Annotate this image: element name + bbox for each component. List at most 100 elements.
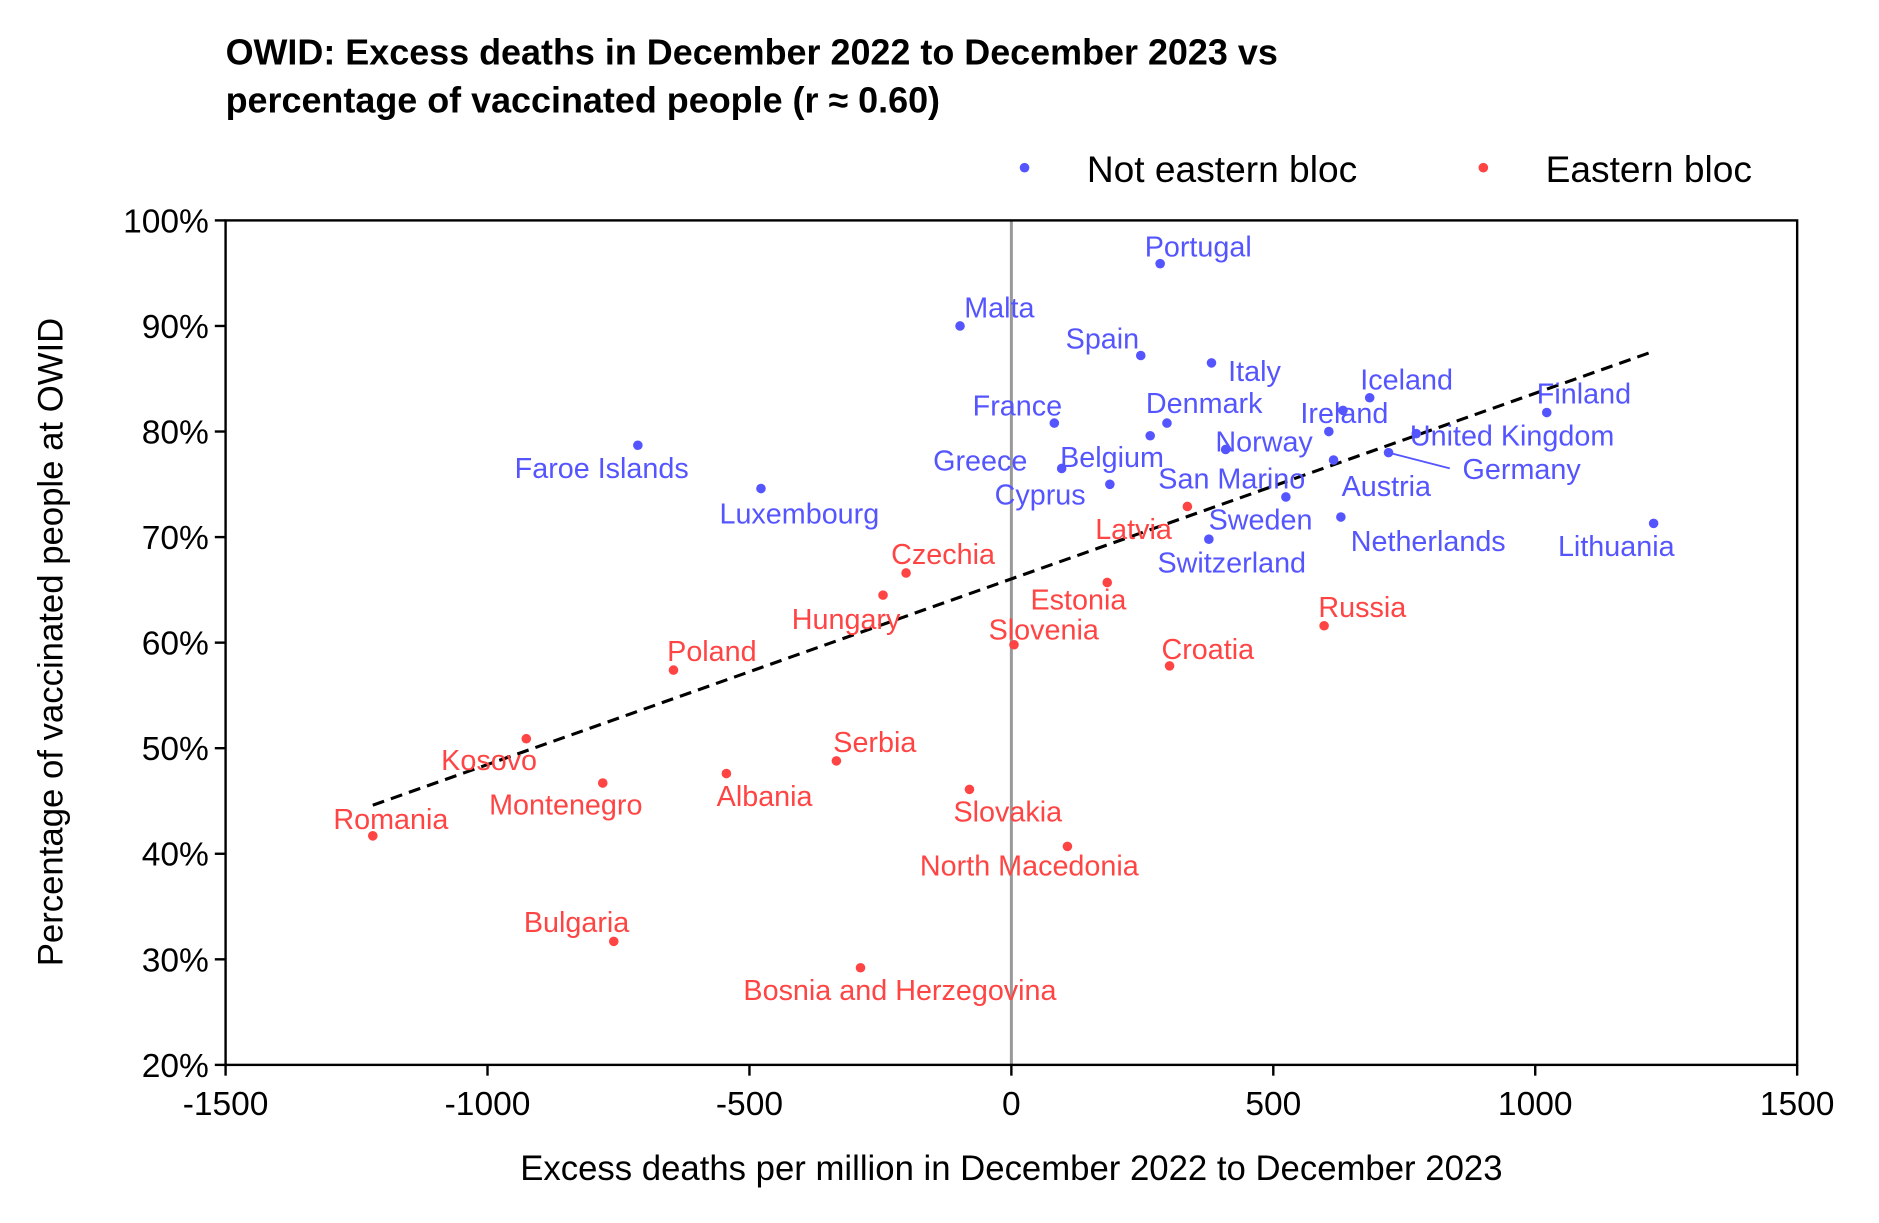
x-tick-label: -500 <box>716 1086 783 1123</box>
point-label-kosovo: Kosovo <box>441 745 537 777</box>
point-ireland <box>1338 405 1348 416</box>
point-italy <box>1206 358 1217 368</box>
point-label-cyprus: Cyprus <box>995 479 1086 511</box>
point-portugal <box>1155 258 1165 269</box>
point-label-bosnia-and-herzegovina: Bosnia and Herzegovina <box>743 975 1056 1007</box>
point-hungary <box>878 590 888 600</box>
point-czechia <box>901 568 911 578</box>
point-russia <box>1319 620 1329 631</box>
point-north-macedonia <box>1062 841 1073 852</box>
point-label-germany: Germany <box>1463 454 1582 486</box>
point-latvia <box>1182 501 1193 512</box>
point-label-estonia: Estonia <box>1031 585 1127 617</box>
legend-marker-eastern <box>1478 162 1489 173</box>
x-axis-label: Excess deaths per million in December 20… <box>520 1150 1502 1188</box>
point-denmark <box>1162 418 1172 428</box>
point-switzerland <box>1204 534 1214 544</box>
point-serbia <box>831 756 842 766</box>
point-label-lithuania: Lithuania <box>1558 531 1675 563</box>
point-label-luxembourg: Luxembourg <box>719 498 879 530</box>
y-tick-label: 50% <box>142 731 209 768</box>
chart-title-line-2: percentage of vaccinated people (r ≈ 0.6… <box>226 80 940 121</box>
label-leader-line <box>1388 451 1451 470</box>
point-label-hungary: Hungary <box>792 604 901 636</box>
point-label-ireland: Ireland <box>1300 398 1388 430</box>
point-label-sweden: Sweden <box>1209 504 1313 536</box>
point-united-kingdom <box>1411 428 1422 439</box>
point-label-switzerland: Switzerland <box>1158 548 1307 580</box>
point-label-belgium: Belgium <box>1060 442 1164 474</box>
point-label-spain: Spain <box>1066 324 1139 356</box>
point-poland <box>668 665 679 675</box>
point-label-faroe-islands: Faroe Islands <box>515 453 689 485</box>
point-spain <box>1135 350 1146 361</box>
point-label-united-kingdom: United Kingdom <box>1410 421 1614 453</box>
point-slovakia <box>964 784 975 795</box>
chart-title-line-1: OWID: Excess deaths in December 2022 to … <box>226 32 1278 73</box>
point-greece <box>1056 463 1067 474</box>
point-kosovo <box>521 733 532 744</box>
point-label-latvia: Latvia <box>1095 514 1172 546</box>
point-croatia <box>1164 661 1175 671</box>
point-finland <box>1541 407 1552 418</box>
legend-label-eastern: Eastern bloc <box>1546 148 1752 190</box>
y-tick-label: 20% <box>142 1048 209 1085</box>
point-sweden <box>1324 426 1334 437</box>
point-label-france: France <box>973 391 1062 423</box>
point-montenegro <box>597 778 608 788</box>
point-norway <box>1220 444 1231 455</box>
point-san-marino <box>1281 492 1291 502</box>
point-malta <box>955 321 965 331</box>
point-label-greece: Greece <box>933 446 1027 478</box>
point-estonia <box>1102 577 1113 588</box>
point-romania <box>367 831 378 841</box>
point-slovenia <box>1009 639 1019 650</box>
y-tick-label: 90% <box>142 309 209 346</box>
x-tick-label: 500 <box>1245 1086 1301 1123</box>
point-germany <box>1383 447 1394 458</box>
series-not-eastern-bloc: Portugal Malta Spain Italy Iceland Finland Fra… <box>515 231 1675 579</box>
legend-marker-not-eastern <box>1019 162 1030 173</box>
point-label-italy: Italy <box>1228 356 1281 388</box>
point-belgium <box>1145 430 1155 441</box>
point-label-serbia: Serbia <box>833 727 916 759</box>
x-tick-label: -1500 <box>183 1086 269 1123</box>
legend-label-not-eastern: Not eastern bloc <box>1087 148 1357 190</box>
x-tick-label: 1000 <box>1498 1086 1573 1123</box>
point-label-croatia: Croatia <box>1161 634 1254 666</box>
point-france <box>1049 418 1060 428</box>
point-label-north-macedonia: North Macedonia <box>920 851 1139 883</box>
point-label-denmark: Denmark <box>1146 388 1263 420</box>
point-label-portugal: Portugal <box>1145 231 1252 263</box>
plot-frame <box>224 219 1799 1067</box>
y-tick-label: 40% <box>142 837 209 874</box>
y-tick-label: 80% <box>142 415 209 452</box>
point-bosnia-and-herzegovina <box>855 962 866 973</box>
legend: Not eastern bloc Eastern bloc <box>1019 148 1752 190</box>
series-eastern-bloc: Latvia Czechia Estonia Hungary Slovenia Russi… <box>333 501 1406 1007</box>
x-tick-label: 1500 <box>1760 1086 1835 1123</box>
y-tick-label: 70% <box>142 520 209 557</box>
point-label-iceland: Iceland <box>1360 364 1453 396</box>
point-label-austria: Austria <box>1342 471 1431 503</box>
point-label-montenegro: Montenegro <box>489 790 642 822</box>
point-label-russia: Russia <box>1318 592 1406 624</box>
point-label-romania: Romania <box>333 804 448 836</box>
y-axis-label: Percentage of vaccinated people at OWID <box>33 318 71 966</box>
point-bulgaria <box>608 936 619 947</box>
point-label-malta: Malta <box>964 292 1034 324</box>
point-label-norway: Norway <box>1215 427 1313 459</box>
point-label-albania: Albania <box>717 781 813 813</box>
point-label-netherlands: Netherlands <box>1351 526 1506 558</box>
trend-line <box>372 349 1655 807</box>
point-iceland <box>1364 392 1375 403</box>
point-netherlands <box>1336 512 1346 522</box>
point-faroe-islands <box>633 440 643 451</box>
x-tick-label: -1000 <box>445 1086 531 1123</box>
point-label-slovakia: Slovakia <box>953 797 1062 829</box>
point-label-finland: Finland <box>1537 379 1631 411</box>
y-tick-label: 30% <box>142 942 209 979</box>
point-label-slovenia: Slovenia <box>989 615 1099 647</box>
